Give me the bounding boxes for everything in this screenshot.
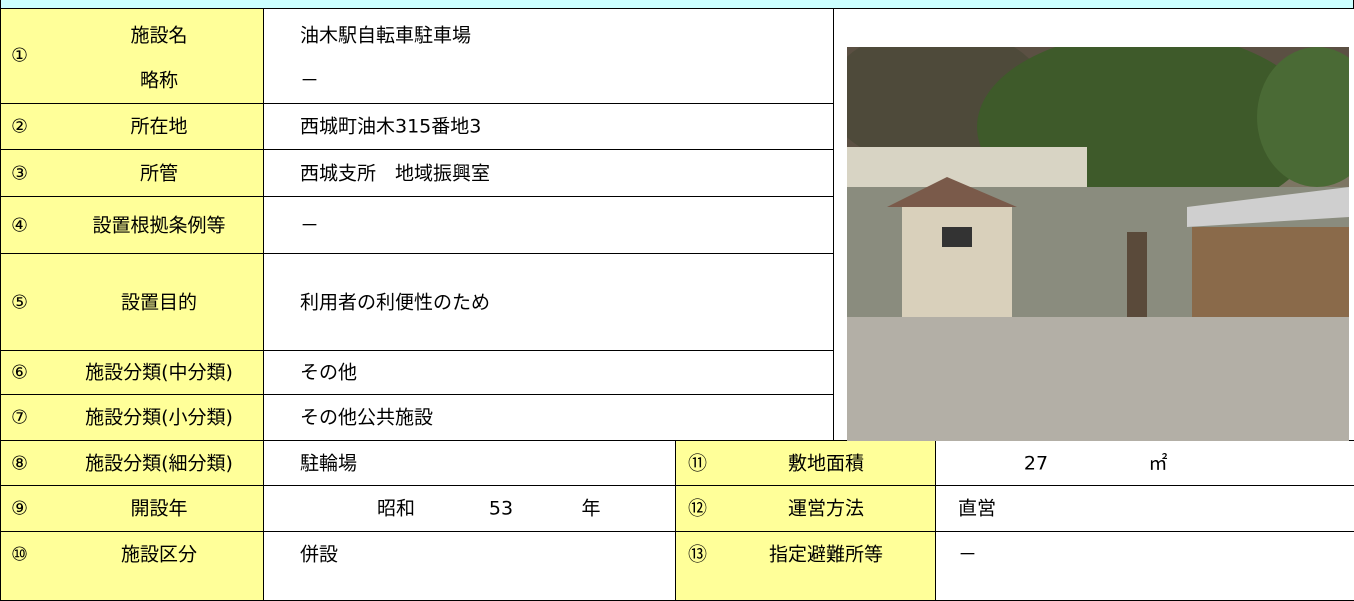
label-cell: ⑩ 施設区分 [0,531,264,601]
label-cell: ⑨ 開設年 [0,485,264,532]
item-number: ⑥ [11,361,29,384]
item-number: ⑧ [11,452,29,474]
value-cell: 西城町油木315番地3 [263,103,834,150]
item-label: 施設分類(小分類) [85,406,233,429]
facility-photo [847,47,1349,441]
item-number: ③ [11,162,29,184]
item-value: ㎡ [1148,452,1168,474]
item-label: 設置根拠条例等 [92,214,226,236]
label-cell: ① 施設名 略称 [0,8,264,104]
item-number: ⑬ [688,543,708,566]
item-number: ① [11,44,29,67]
item-label: 指定避難所等 [768,543,884,566]
label-cell: ④ 設置根拠条例等 [0,196,264,254]
value-cell: 27 ㎡ [935,440,1354,486]
item-number: ⑨ [11,497,29,520]
label-cell: ⑧ 施設分類(細分類) [0,440,264,486]
item-value: 年 [581,497,601,520]
item-label: 設置目的 [120,291,198,313]
item-value: － [300,69,320,92]
item-number: ⑫ [688,497,708,520]
label-cell: ⑤ 設置目的 [0,253,264,351]
item-value: 53 [488,497,514,520]
label-cell: ⑦ 施設分類(小分類) [0,394,264,441]
value-cell: － [935,531,1354,601]
item-value: 利用者の利便性のため [300,291,491,313]
item-number: ④ [11,214,29,236]
item-value: 油木駅自転車駐車場 [300,24,472,47]
item-label: 敷地面積 [787,452,865,474]
value-cell: 利用者の利便性のため [263,253,834,351]
item-number: ⑦ [11,406,29,429]
item-number: ② [11,115,29,138]
item-value: その他公共施設 [300,406,434,429]
item-label: 略称 [139,69,179,92]
label-cell: ⑪ 敷地面積 [675,440,936,486]
item-value: － [300,214,320,236]
value-cell: 駐輪場 [263,440,676,486]
item-value: 昭和 [376,497,416,520]
value-cell: － [263,196,834,254]
photo-cell [833,8,1354,441]
label-cell: ⑫ 運営方法 [675,485,936,532]
item-value: 西城支所 地域振興室 [300,162,491,184]
item-value: － [958,543,978,566]
item-value: 西城町油木315番地3 [300,115,482,138]
item-label: 施設分類(中分類) [85,361,233,384]
item-label: 運営方法 [787,497,865,520]
value-cell: その他公共施設 [263,394,834,441]
value-cell: その他 [263,350,834,395]
item-label: 施設区分 [120,543,198,566]
value-cell: 直営 [935,485,1354,532]
item-number: ⑩ [11,543,29,566]
value-cell: 油木駅自転車駐車場 － [263,8,834,104]
item-label: 施設名 [130,24,188,47]
item-label: 所在地 [130,115,188,138]
item-value: 直営 [958,497,997,520]
label-cell: ⑥ 施設分類(中分類) [0,350,264,395]
item-label: 開設年 [130,497,188,520]
label-cell: ③ 所管 [0,149,264,197]
item-value: 27 [1023,452,1049,474]
label-cell: ⑬ 指定避難所等 [675,531,936,601]
item-value: 併設 [300,543,339,566]
value-cell: 西城支所 地域振興室 [263,149,834,197]
value-cell: 併設 [263,531,676,601]
item-label: 所管 [139,162,179,184]
item-value: 駐輪場 [300,452,358,474]
value-cell: 昭和 53 年 [263,485,676,532]
item-label: 施設分類(細分類) [85,452,233,474]
label-cell: ② 所在地 [0,103,264,150]
item-number: ⑪ [688,452,708,474]
item-number: ⑤ [11,291,29,313]
item-value: その他 [300,361,358,384]
